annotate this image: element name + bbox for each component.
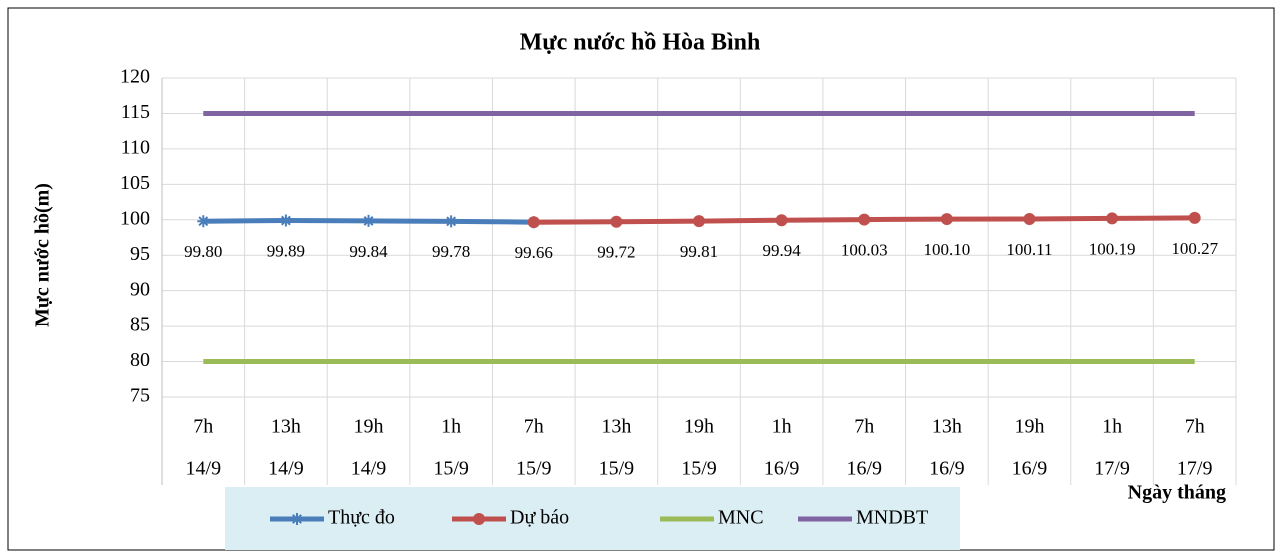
y-tick-label: 90: [130, 278, 150, 300]
x-tick-label: 19h: [354, 416, 384, 438]
data-label: 100.19: [1089, 239, 1136, 258]
data-point: [279, 214, 292, 227]
x-tick-label: 1h: [1102, 416, 1122, 438]
x-tick-label: 16/9: [846, 458, 882, 480]
x-tick-label: 17/9: [1094, 458, 1130, 480]
data-point: [693, 215, 705, 228]
x-tick-label: 15/9: [433, 458, 469, 480]
legend-label: Thực đo: [328, 507, 395, 529]
x-tick-label: 16/9: [764, 458, 800, 480]
x-tick-label: 16/9: [929, 458, 965, 480]
x-tick-label: 19h: [1014, 416, 1044, 438]
y-tick-label: 110: [121, 136, 150, 158]
y-axis-label: Mực nước hồ(m): [32, 183, 54, 327]
legend-label: MNDBT: [856, 507, 928, 529]
data-point: [858, 213, 871, 226]
x-tick-label: 7h: [854, 416, 874, 438]
x-tick-label: 1h: [441, 416, 461, 438]
legend-marker: [473, 513, 485, 525]
x-tick-label: 19h: [684, 416, 714, 438]
x-tick-label: 13h: [601, 416, 631, 438]
y-tick-label: 75: [130, 385, 150, 407]
x-tick-label: 13h: [271, 416, 301, 438]
x-tick-label: 15/9: [681, 458, 717, 480]
data-label: 100.10: [923, 240, 970, 259]
data-label: 99.81: [680, 242, 718, 261]
x-tick-label: 7h: [524, 416, 544, 438]
data-point: [527, 216, 540, 229]
x-tick-label: 14/9: [186, 458, 222, 480]
x-tick-label: 17/9: [1177, 458, 1213, 480]
y-tick-label: 80: [130, 349, 150, 371]
x-axis-label: Ngày tháng: [1128, 482, 1226, 504]
legend-marker: [291, 513, 303, 525]
data-label: 100.03: [841, 240, 888, 259]
legend-label: MNC: [718, 507, 764, 529]
data-label: 99.84: [349, 242, 388, 261]
y-tick-label: 120: [120, 66, 150, 88]
x-tick-label: 1h: [772, 416, 792, 438]
x-tick-label: 14/9: [351, 458, 387, 480]
x-tick-label: 7h: [1185, 416, 1205, 438]
legend-label: Dự báo: [510, 507, 569, 529]
y-tick-label: 105: [120, 172, 150, 194]
x-tick-label: 14/9: [268, 458, 304, 480]
data-point: [1188, 211, 1201, 224]
data-label: 99.94: [762, 241, 801, 260]
x-tick-label: 7h: [193, 416, 213, 438]
y-tick-label: 100: [120, 207, 150, 229]
data-point: [1106, 212, 1119, 225]
x-tick-label: 15/9: [599, 458, 635, 480]
data-label: 99.89: [267, 241, 305, 260]
x-tick-label: 16/9: [1012, 458, 1048, 480]
data-label: 99.80: [184, 242, 222, 261]
data-point: [362, 214, 375, 227]
data-point: [775, 214, 788, 227]
data-point: [445, 215, 458, 228]
data-point: [610, 215, 623, 228]
x-tick-label: 15/9: [516, 458, 552, 480]
data-label: 99.78: [432, 242, 470, 261]
data-point: [1023, 212, 1036, 225]
y-tick-label: 85: [130, 314, 150, 336]
y-tick-label: 115: [121, 101, 150, 123]
data-point: [940, 213, 953, 226]
data-label: 99.66: [515, 243, 553, 262]
data-label: 99.72: [597, 243, 635, 262]
data-point: [197, 215, 210, 228]
y-tick-label: 95: [130, 243, 150, 265]
data-label: 100.27: [1171, 239, 1218, 258]
data-label: 100.11: [1006, 240, 1052, 259]
chart-title: Mực nước hồ Hòa Bình: [520, 30, 761, 56]
x-tick-label: 13h: [932, 416, 962, 438]
